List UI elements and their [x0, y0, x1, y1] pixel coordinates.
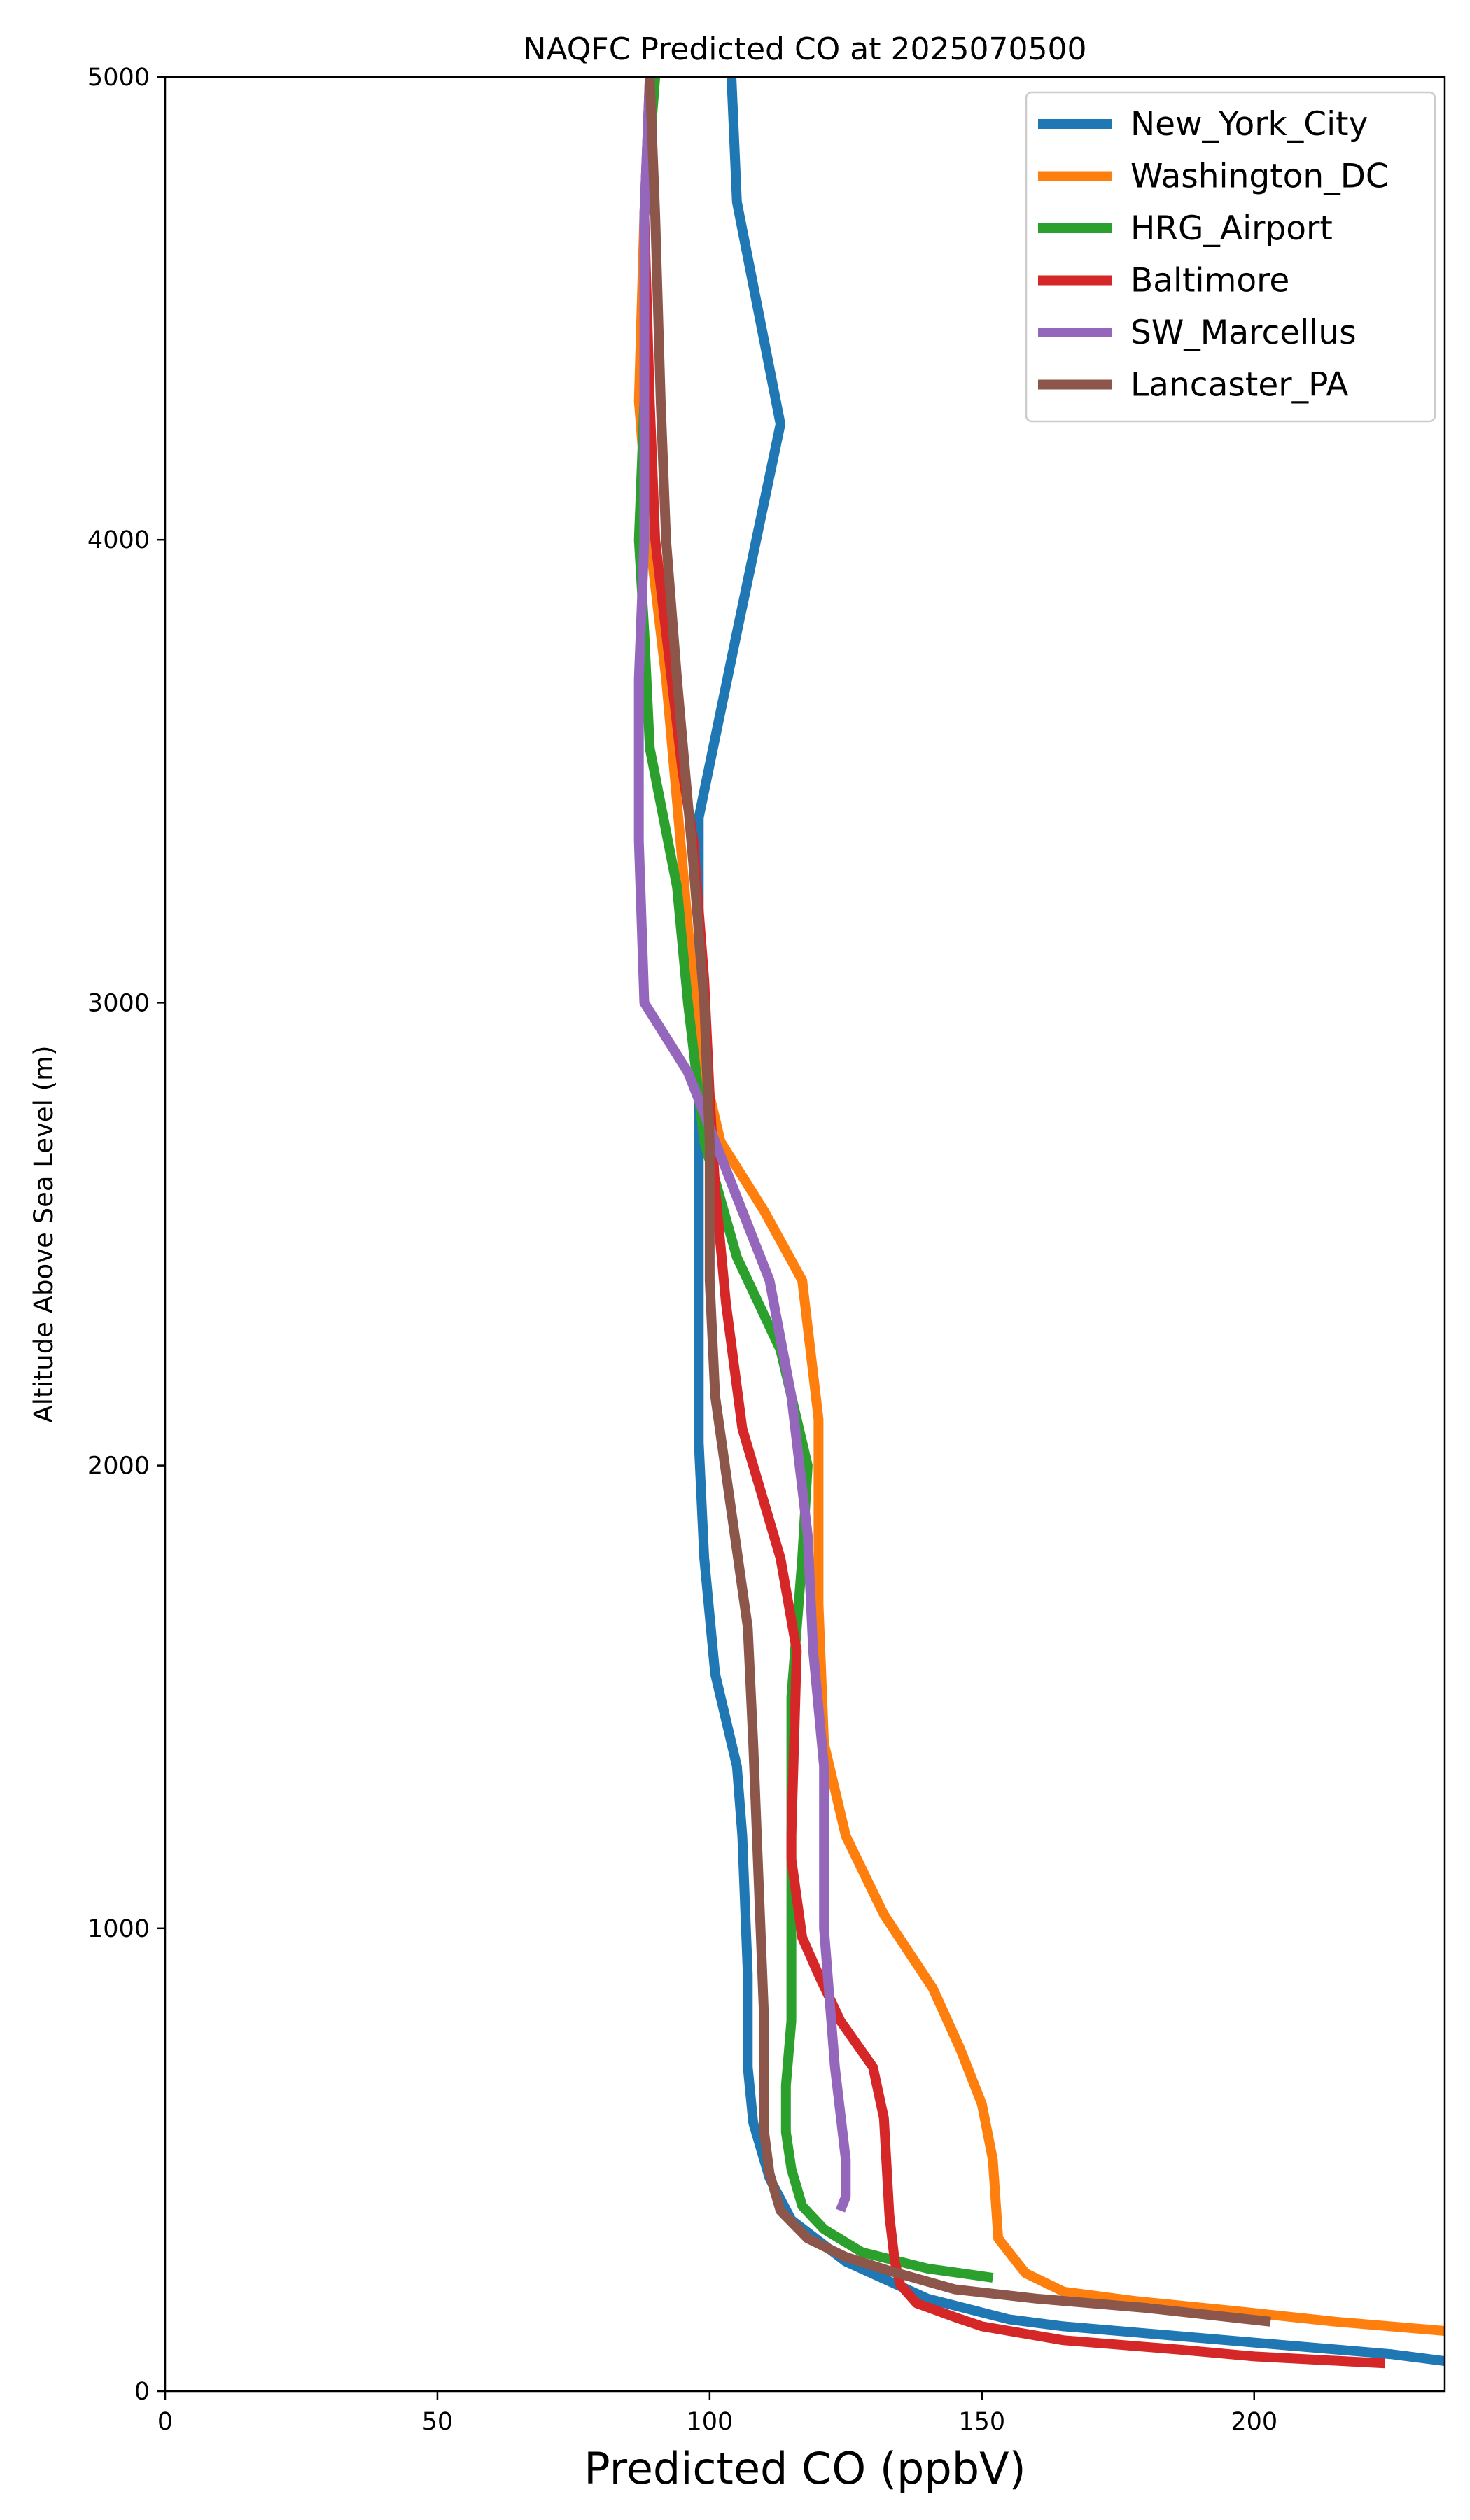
legend: New_York_City Washington_DC HRG_Airport Bal…	[1025, 91, 1436, 423]
y-tick-label: 5000	[88, 64, 150, 92]
x-axis-ticks: 0 50 100 150 200	[158, 2391, 1278, 2436]
series-line-lancaster-pa	[645, 77, 1271, 2327]
plot-frame	[164, 76, 1446, 2393]
legend-label-baltimore: Baltimore	[1130, 262, 1289, 300]
series-line-washington-dc	[634, 77, 1445, 2336]
y-axis-label: Altitude Above Sea Level (m)	[29, 1045, 59, 1422]
y-tick-label: 2000	[88, 1452, 150, 1480]
legend-items: New_York_City Washington_DC HRG_Airport Bal…	[1038, 105, 1389, 405]
series-layer	[634, 77, 1445, 2369]
legend-label-hrg-airport: HRG_Airport	[1130, 209, 1333, 248]
x-tick-label: 200	[1231, 2408, 1278, 2436]
legend-label-lancaster-pa: Lancaster_PA	[1130, 366, 1349, 405]
x-axis-label: Predicted CO (ppbV)	[584, 2443, 1026, 2494]
x-tick-label: 100	[686, 2408, 733, 2436]
series-line-hrg-airport	[634, 77, 994, 2283]
legend-label-sw-marcellus: SW_Marcellus	[1130, 314, 1357, 352]
series-line-new-york-city	[694, 77, 1445, 2366]
chart-title: NAQFC Predicted CO at 2025070500	[524, 31, 1087, 67]
y-tick-label: 4000	[88, 526, 150, 554]
y-tick-label: 1000	[88, 1915, 150, 1943]
x-tick-label: 0	[158, 2408, 173, 2436]
x-tick-label: 50	[422, 2408, 454, 2436]
y-tick-label: 0	[134, 2378, 150, 2406]
y-tick-label: 3000	[88, 989, 150, 1017]
legend-label-new-york-city: New_York_City	[1130, 105, 1368, 144]
x-tick-label: 150	[958, 2408, 1005, 2436]
series-line-sw-marcellus	[634, 77, 851, 2213]
y-axis-ticks: 0 1000 2000 3000 4000 5000	[88, 64, 165, 2406]
legend-label-washington-dc: Washington_DC	[1130, 158, 1389, 196]
legend-box	[1025, 91, 1436, 423]
